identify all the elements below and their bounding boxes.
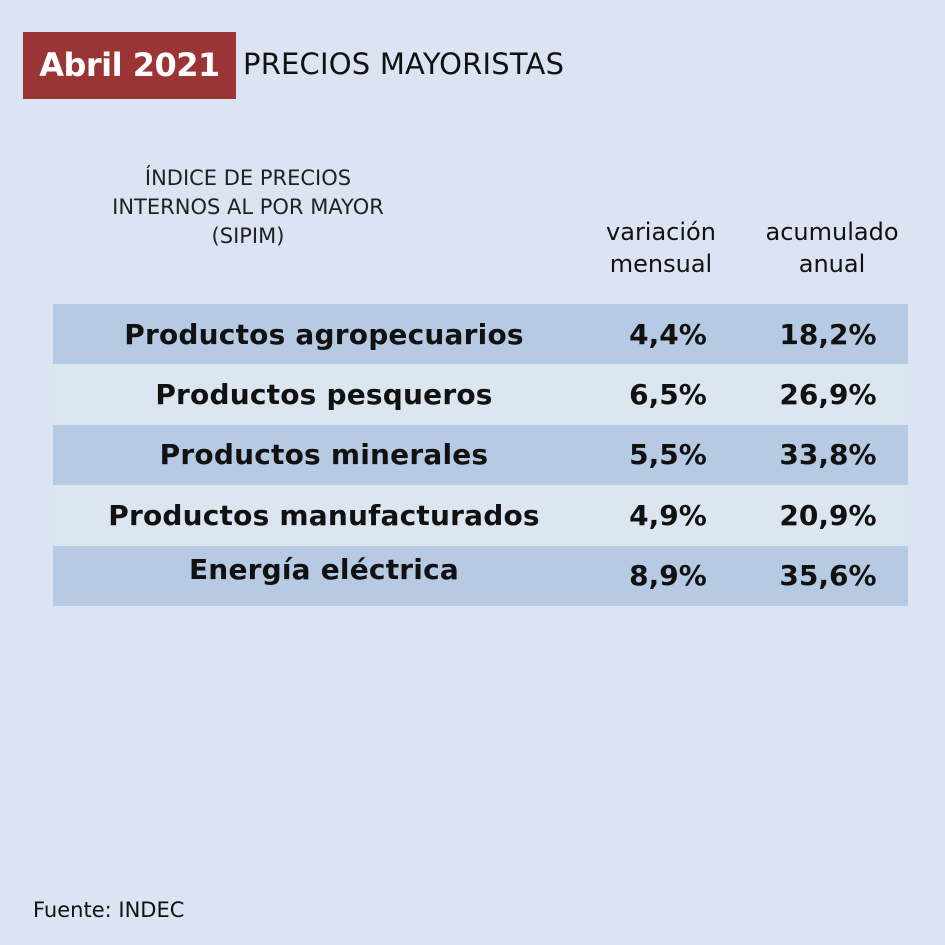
row-annual-value: 26,9% [779, 378, 877, 412]
page-title: PRECIOS MAYORISTAS [243, 47, 565, 81]
date-badge: Abril 2021 [23, 32, 236, 99]
column-header-annual-line-1: acumulado [765, 218, 899, 246]
column-header-monthly-line-1: variación [606, 218, 716, 246]
row-label: Productos manufacturados [108, 498, 540, 532]
index-label-line-2: INTERNOS AL POR MAYOR [112, 195, 384, 219]
column-header-monthly-line-2: mensual [609, 250, 713, 278]
table-row: Productos manufacturados 4,9% 20,9% [53, 485, 908, 546]
row-monthly-value: 4,9% [629, 498, 707, 532]
row-label: Energía eléctrica [188, 553, 459, 587]
column-header-annual-line-2: anual [798, 250, 866, 278]
table-row: Productos minerales 5,5% 33,8% [53, 424, 908, 486]
column-header-monthly: variación mensual [588, 216, 734, 280]
row-annual-value: 33,8% [779, 438, 877, 472]
index-label: ÍNDICE DE PRECIOS INTERNOS AL POR MAYOR … [68, 164, 428, 251]
row-annual-value: 18,2% [779, 317, 877, 351]
table-row: Productos pesqueros 6,5% 26,9% [53, 364, 908, 425]
row-monthly-value: 5,5% [629, 438, 707, 472]
row-label: Productos agropecuarios [124, 317, 524, 351]
row-label: Productos pesqueros [155, 378, 493, 412]
row-annual-value: 35,6% [779, 559, 877, 593]
row-monthly-value: 4,4% [629, 317, 707, 351]
row-monthly-value: 6,5% [629, 378, 707, 412]
index-label-line-3: (SIPIM) [211, 224, 285, 248]
row-monthly-value: 8,9% [629, 559, 707, 593]
index-label-line-1: ÍNDICE DE PRECIOS [144, 166, 352, 190]
row-label: Productos minerales [159, 438, 489, 472]
price-table: Productos agropecuarios 4,4% 18,2% Produ… [53, 304, 908, 606]
row-annual-value: 20,9% [779, 498, 877, 532]
column-header-annual: acumulado anual [748, 216, 916, 280]
table-row: Energía eléctrica 8,9% 35,6% [53, 545, 908, 606]
source-note: Fuente: INDEC [33, 898, 185, 922]
table-row: Productos agropecuarios 4,4% 18,2% [53, 304, 908, 365]
